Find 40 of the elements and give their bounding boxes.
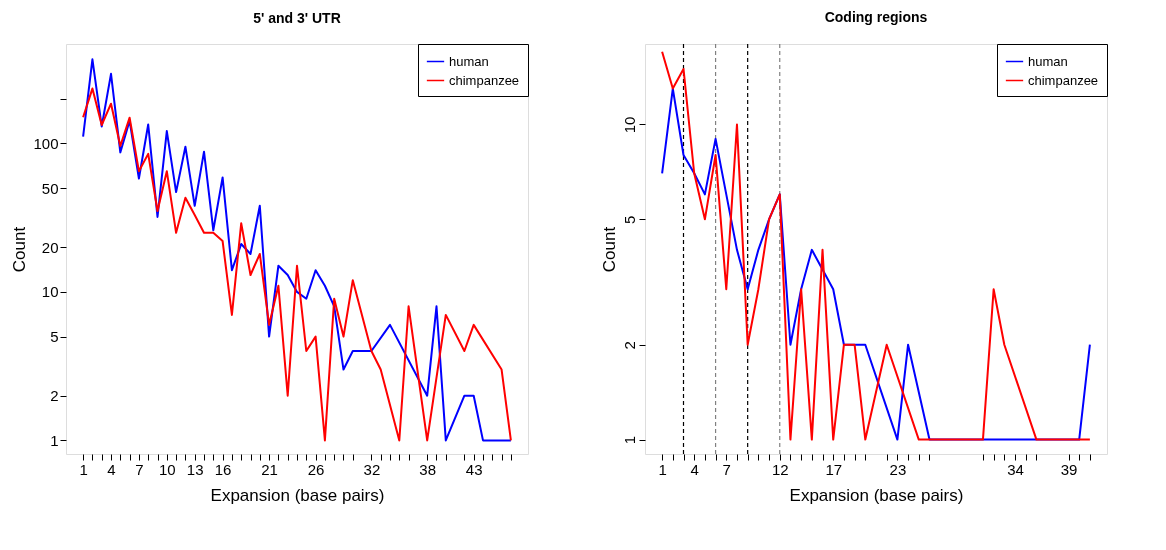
y-axis-title: Count [10, 226, 30, 273]
x-tick-label: 7 [135, 460, 144, 478]
x-tick-label: 38 [419, 460, 437, 478]
x-tick-label: 21 [261, 460, 278, 478]
x-tick-label: 34 [1007, 460, 1024, 478]
x-tick-label: 43 [465, 460, 483, 478]
y-tick-label: 1 [50, 431, 59, 449]
y-tick-label: 5 [620, 215, 638, 224]
x-tick-label: 4 [107, 460, 116, 478]
x-axis-title: Expansion (base pairs) [789, 485, 964, 505]
x-tick-label: 39 [1060, 460, 1078, 478]
legend-label: chimpanzee [449, 72, 520, 88]
x-tick-label: 13 [186, 460, 204, 478]
y-tick-label: 20 [41, 238, 59, 256]
x-tick-label: 23 [889, 460, 907, 478]
y-tick-label: 2 [50, 387, 59, 405]
y-tick-label: 50 [41, 179, 59, 197]
legend-label: chimpanzee [1028, 72, 1099, 88]
x-tick-label: 32 [363, 460, 381, 478]
x-tick-label: 16 [214, 460, 232, 478]
legend-label: human [1028, 53, 1068, 69]
x-tick-label: 10 [158, 460, 176, 478]
x-tick-label: 12 [771, 460, 789, 478]
x-axis-title: Expansion (base pairs) [210, 485, 385, 505]
x-tick-label: 17 [825, 460, 843, 478]
x-tick-label: 4 [690, 460, 699, 478]
chart-title: Coding regions [824, 9, 928, 26]
y-tick-label: 100 [33, 134, 59, 152]
legend-label: human [449, 53, 489, 69]
x-tick-label: 1 [658, 460, 667, 478]
y-tick-label: 1 [620, 435, 638, 445]
chart-title: 5' and 3' UTR [253, 9, 341, 26]
y-tick-label: 5 [50, 328, 59, 346]
x-tick-label: 1 [79, 460, 88, 478]
y-axis-title: Count [599, 226, 619, 273]
x-tick-label: 7 [722, 460, 731, 478]
y-tick-label: 10 [41, 283, 59, 301]
y-tick-label: 2 [620, 341, 638, 350]
y-tick-label: 10 [620, 116, 638, 134]
x-tick-label: 26 [307, 460, 325, 478]
